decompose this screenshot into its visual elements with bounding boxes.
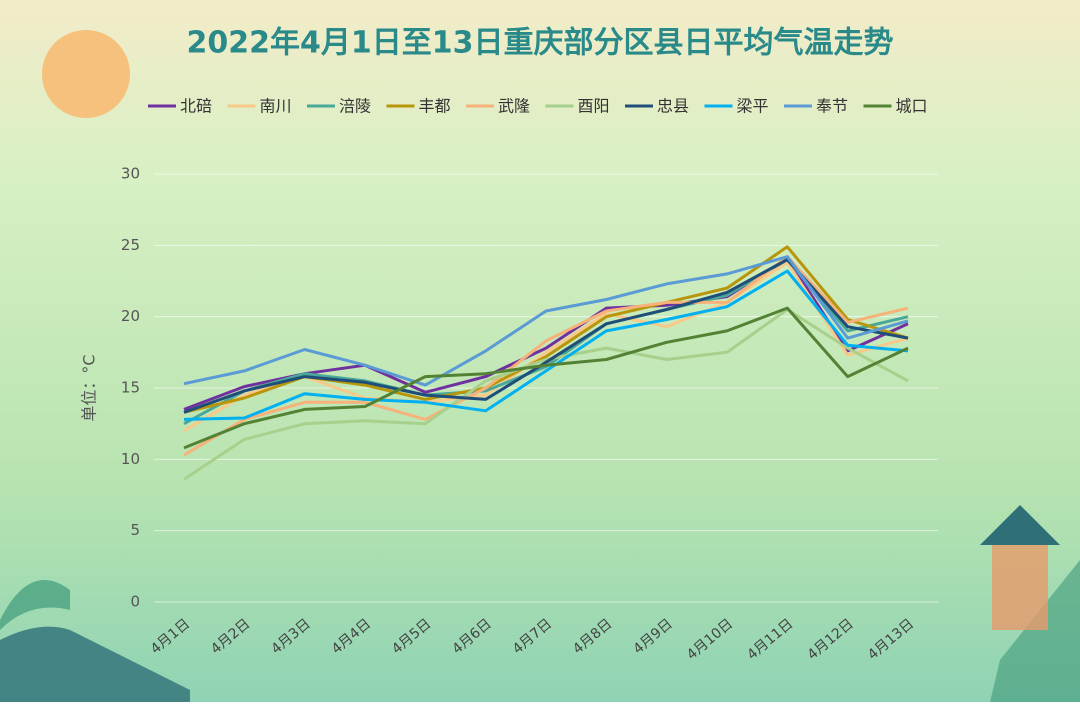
legend-label: 北碚 bbox=[180, 97, 212, 116]
y-tick-label: 5 bbox=[130, 521, 140, 539]
hill-decoration bbox=[990, 560, 1080, 702]
legend-label: 酉阳 bbox=[578, 97, 610, 116]
legend-label: 涪陵 bbox=[339, 97, 371, 116]
y-tick-label: 15 bbox=[121, 379, 140, 397]
mountain-decoration bbox=[0, 626, 190, 702]
hill-decoration bbox=[0, 580, 70, 630]
legend-label: 南川 bbox=[260, 97, 292, 116]
y-tick-label: 0 bbox=[130, 593, 140, 611]
legend-label: 城口 bbox=[896, 97, 928, 116]
chart-title: 2022年4月1日至13日重庆部分区县日平均气温走势 bbox=[187, 26, 894, 61]
series-line bbox=[183, 258, 909, 414]
sun-decoration bbox=[42, 30, 130, 118]
series-line bbox=[183, 255, 909, 387]
y-axis-label: 单位：°C bbox=[80, 354, 99, 421]
legend-label: 奉节 bbox=[816, 97, 848, 116]
legend-label: 武隆 bbox=[498, 97, 530, 116]
y-tick-label: 25 bbox=[121, 236, 140, 254]
y-tick-label: 20 bbox=[121, 307, 140, 325]
pagoda-decoration bbox=[980, 505, 1060, 630]
legend-label: 忠县 bbox=[657, 97, 689, 116]
series-line bbox=[183, 269, 909, 421]
y-tick-label: 30 bbox=[121, 165, 140, 183]
legend-label: 丰都 bbox=[419, 97, 451, 116]
y-tick-label: 10 bbox=[121, 450, 140, 468]
series-line bbox=[183, 306, 909, 450]
legend-label: 梁平 bbox=[737, 97, 769, 116]
